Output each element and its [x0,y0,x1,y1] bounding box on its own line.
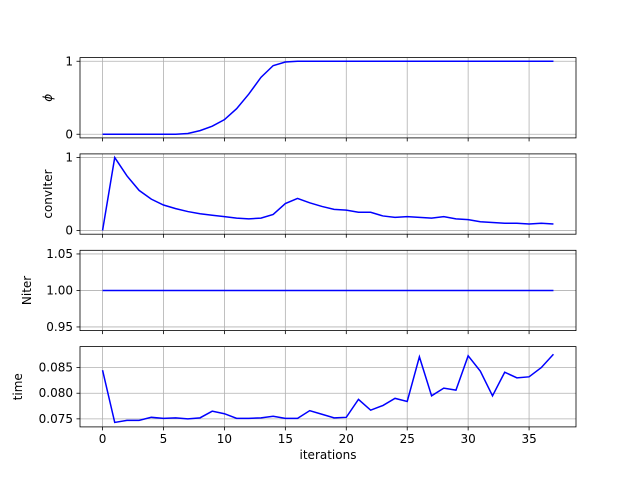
x-axis-label: iterations [300,448,357,462]
axes-frame [79,153,577,235]
x-tick-label: 25 [400,432,415,446]
y-tick-label: 1 [65,54,73,68]
y-axis-label: ϕ [41,94,55,102]
y-tick-label: 1 [65,151,73,165]
data-line [101,353,555,424]
y-tick-label: 1.00 [46,283,73,297]
y-axis-label: Niter [20,276,34,305]
axes-frame [79,346,577,428]
data-line [102,60,554,135]
y-tick-label: 0.075 [39,412,73,426]
data-line [101,155,554,231]
x-tick-label: 5 [160,432,168,446]
x-tick-label: 15 [278,432,293,446]
y-tick-label: 1.05 [46,247,73,261]
x-tick-label: 35 [521,432,536,446]
y-axis-label: time [11,373,25,400]
y-tick-label: 0 [65,224,73,238]
y-tick-label: 0.95 [46,320,73,334]
axes-frame [79,249,577,332]
y-tick-label: 0.080 [39,386,73,400]
y-tick-label: 0 [65,127,73,141]
x-tick-label: 10 [217,432,232,446]
x-tick-label: 0 [99,432,107,446]
axes-frame [79,57,577,139]
x-tick-label: 30 [461,432,476,446]
x-tick-label: 20 [339,432,354,446]
y-tick-label: 0.085 [39,361,73,375]
y-axis-label: convIter [41,169,55,218]
